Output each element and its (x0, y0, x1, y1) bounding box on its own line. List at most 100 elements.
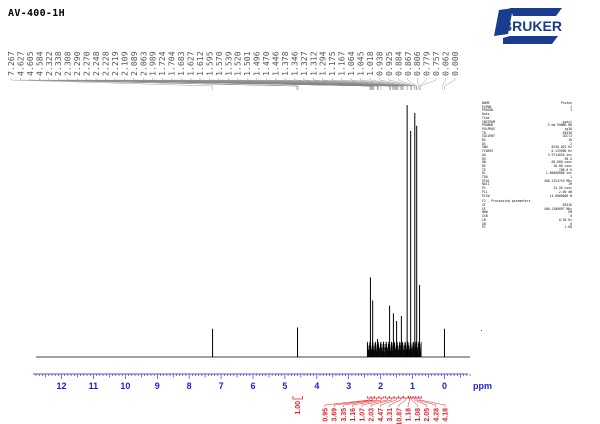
integral-value: 1.16 (350, 408, 357, 422)
integral-connector (352, 398, 382, 407)
integral-value: 0.95 (323, 408, 330, 422)
param-key: SWH (482, 145, 488, 150)
param-row: DW 60.600 usec (482, 161, 572, 165)
axis-tick-label: 3 (346, 381, 351, 391)
peak-label: 1.378 (280, 51, 290, 76)
param-value: 0 (570, 221, 572, 226)
param-value: 65536 (562, 130, 572, 135)
peak-leader-line (341, 78, 408, 90)
peak-label: 4.627 (15, 51, 25, 76)
integral-connector (411, 398, 418, 407)
spectrum-title: AV-400-1H (8, 8, 65, 19)
param-value: 1 (570, 175, 572, 180)
param-key: TD (482, 130, 486, 135)
param-value: 1H (568, 182, 572, 187)
param-key: INSTRUM (482, 119, 496, 124)
bruker-logo-text: BRUKER (502, 18, 562, 34)
param-key: AQ (482, 152, 486, 157)
peak-leader-line (419, 78, 427, 90)
param-key: TD0 (482, 175, 488, 180)
param-value: 14.0000000 W (549, 193, 572, 198)
param-key: SSB (482, 214, 488, 219)
peak-label: 1.470 (261, 51, 271, 76)
integral-bracket (292, 396, 303, 400)
param-value: 8250.825 Hz (551, 145, 573, 150)
peak-leader-line (313, 78, 403, 90)
param-row: WDW EM (482, 211, 572, 215)
integral-value: 4.18 (443, 408, 450, 422)
peak-label: 1.018 (365, 51, 375, 76)
peak-label: 1.064 (346, 51, 356, 76)
peak-label: 0.806 (412, 51, 422, 76)
peak-label: 0.757 (431, 51, 441, 76)
param-row: LB 0.30 Hz (482, 217, 572, 223)
param-key: P1 (482, 186, 486, 191)
peak-leader-line (265, 78, 398, 90)
param-row: PROBHD 5 mm PABBO BB (482, 124, 572, 128)
integral-connector (389, 398, 402, 407)
param-row: EXPNO 1 (482, 105, 572, 110)
peak-label: 4.584 (34, 51, 44, 76)
integral-connector (419, 398, 446, 407)
peak-label: 1.539 (223, 51, 233, 76)
param-value: 3.9714816 sec (547, 152, 572, 157)
peak-leader-line (407, 78, 418, 90)
integral-value: 1.08 (415, 408, 422, 422)
acquisition-parameters: NAME Proton EXPNO 1 PROCNO 1 Date_ Time INSTRUM s… (482, 101, 573, 230)
param-key: LB (482, 217, 486, 222)
peak-leader-line (398, 78, 417, 90)
integral-value: 2.05 (424, 408, 431, 422)
integral-value: 4.47 (378, 408, 385, 422)
peak-label: 0.062 (441, 51, 451, 76)
peak-label: 1.167 (337, 51, 347, 76)
param-row: PULPROG zg30 (482, 126, 572, 132)
integral-connector (407, 398, 410, 407)
peak-label: 1.520 (233, 51, 243, 76)
param-value: 60.600 usec (551, 160, 573, 165)
integral-bracket (385, 396, 390, 399)
param-row: NS 16 (482, 138, 572, 143)
axis-tick-label: 6 (250, 381, 255, 391)
integral-value: 3.69 (332, 408, 339, 422)
peak-leader-lines (10, 78, 456, 90)
param-value: 400.1300097 MHz (544, 206, 572, 211)
peak-label: 2.308 (63, 51, 73, 76)
marker-dot (481, 330, 482, 331)
peak-label: 0.867 (403, 51, 413, 76)
param-row: NUC1 1H (482, 183, 572, 187)
param-value: 90.5 (564, 156, 572, 161)
integral-connector (333, 398, 373, 407)
param-value: 1.00 (564, 225, 572, 230)
peak-label: 4.605 (25, 51, 35, 76)
peak-leader-line (417, 78, 419, 90)
peak-label: 2.338 (53, 51, 63, 76)
peak-leader-line (442, 78, 446, 90)
axis-tick-label: 1 (410, 381, 415, 391)
param-value: 2 (570, 141, 572, 146)
peak-leader-line (152, 78, 382, 90)
peak-label: 1.989 (148, 51, 158, 76)
axis-tick-label: 10 (120, 381, 130, 391)
peak-leader-line (256, 78, 397, 90)
peak-leader-line (388, 78, 416, 90)
param-key: DE (482, 163, 486, 168)
peak-label: 2.219 (110, 51, 120, 76)
param-row: PROCNO 1 (482, 109, 572, 113)
param-row: FIDRES 0.125900 Hz (482, 149, 572, 154)
param-value: 14.50 usec (553, 186, 572, 191)
axis-tick-label: 9 (155, 381, 160, 391)
integral-value: 2.03 (369, 408, 376, 422)
param-row: Time (482, 116, 572, 121)
spectrum-peaks (212, 105, 445, 357)
param-key: WDW (482, 210, 488, 215)
peak-label: 2.109 (119, 51, 129, 76)
param-row: AQ 3.9714816 sec (482, 152, 572, 158)
axis-tick-label: 12 (57, 381, 67, 391)
param-key: GB (482, 221, 486, 226)
param-value: 65536 (562, 202, 572, 207)
integral-value: 3.35 (341, 408, 348, 422)
peak-label: 1.501 (242, 51, 252, 76)
param-key: PROCNO (482, 108, 494, 113)
integral-bracket (403, 396, 409, 399)
param-key: PULPROG (482, 126, 496, 131)
